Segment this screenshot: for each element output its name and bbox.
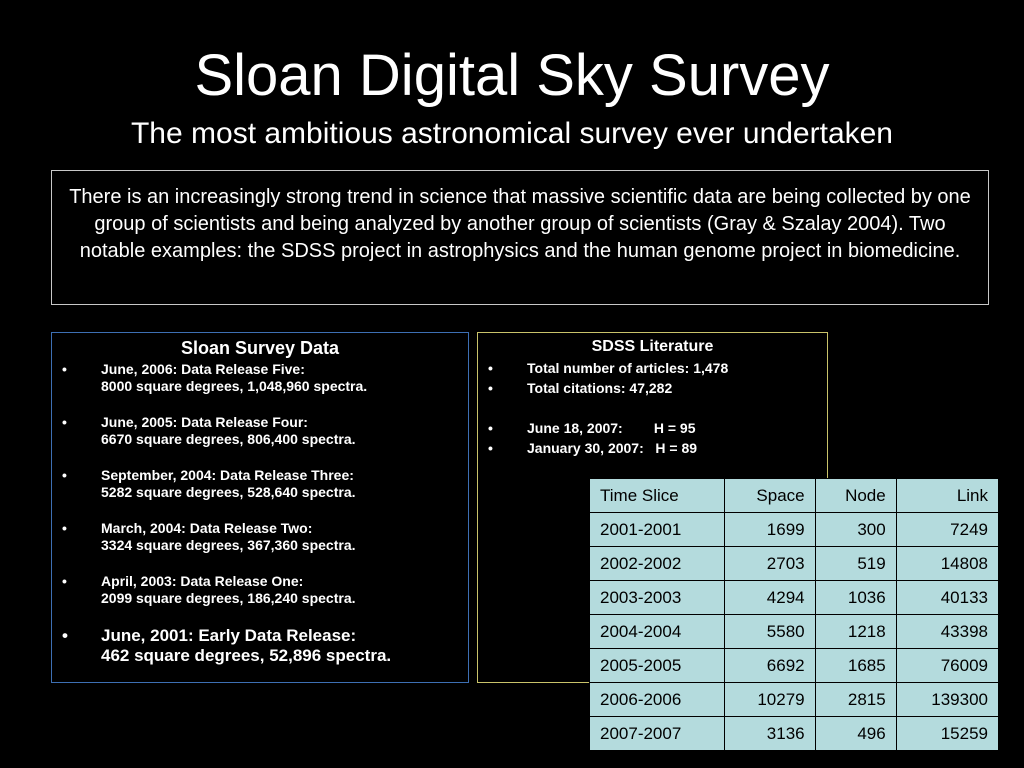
- release-list: • June, 2006: Data Release Five: 8000 sq…: [60, 361, 460, 666]
- table-row: 2002-2002 2703 519 14808: [589, 546, 1000, 581]
- release-date: June, 2006: Data Release Five:: [101, 361, 305, 377]
- table-cell: 14808: [895, 546, 1000, 581]
- list-item: • June, 2001: Early Data Release: 462 sq…: [60, 626, 460, 666]
- table-cell: 15259: [895, 716, 1000, 751]
- release-date: April, 2003: Data Release One:: [101, 573, 304, 589]
- slide-title: Sloan Digital Sky Survey: [194, 43, 830, 108]
- table-cell: 2002-2002: [589, 546, 725, 581]
- column-header: Link: [895, 478, 1000, 513]
- list-item: • September, 2004: Data Release Three: 5…: [60, 467, 460, 501]
- table-cell: 1699: [723, 512, 816, 547]
- release-date: September, 2004: Data Release Three:: [101, 467, 354, 483]
- bullet-icon: •: [62, 467, 67, 483]
- table-row: 2005-2005 6692 1685 76009: [589, 648, 1000, 683]
- literature-panel: SDSS Literature • Total number of articl…: [477, 332, 828, 683]
- column-header: Node: [814, 478, 897, 513]
- stats-table: Time Slice Space Node Link 2001-2001 169…: [589, 478, 1000, 751]
- table-cell: 7249: [895, 512, 1000, 547]
- slide-subtitle: The most ambitious astronomical survey e…: [130, 117, 893, 150]
- literature-item: Total number of articles: 1,478: [527, 360, 729, 376]
- table-cell: 43398: [895, 614, 1000, 649]
- table-cell: 3136: [723, 716, 816, 751]
- survey-data-heading: Sloan Survey Data: [180, 338, 340, 358]
- table-cell: 139300: [895, 682, 1000, 717]
- literature-item: January 30, 2007: H = 89: [527, 440, 698, 456]
- table-cell: 2005-2005: [589, 648, 725, 683]
- column-header: Space: [723, 478, 816, 513]
- table-cell: 5580: [723, 614, 816, 649]
- release-date: June, 2005: Data Release Four:: [101, 414, 308, 430]
- table-cell: 519: [814, 546, 897, 581]
- intro-text-box: There is an increasingly strong trend in…: [51, 170, 989, 305]
- literature-item: Total citations: 47,282: [527, 380, 673, 396]
- bullet-icon: •: [488, 440, 493, 456]
- literature-list: • Total number of articles: 1,478 • Tota…: [486, 358, 819, 458]
- table-cell: 1036: [814, 580, 897, 615]
- table-row: 2001-2001 1699 300 7249: [589, 512, 1000, 547]
- table-cell: 4294: [723, 580, 816, 615]
- list-item: • Total citations: 47,282: [486, 378, 819, 398]
- release-details: 8000 square degrees, 1,048,960 spectra.: [101, 378, 368, 394]
- bullet-icon: •: [488, 360, 493, 376]
- table-cell: 2003-2003: [589, 580, 725, 615]
- release-details: 2099 square degrees, 186,240 spectra.: [101, 590, 356, 606]
- table-header-row: Time Slice Space Node Link: [589, 478, 1000, 513]
- bullet-icon: •: [62, 626, 68, 645]
- table-row: 2007-2007 3136 496 15259: [589, 716, 1000, 751]
- bullet-icon: •: [62, 573, 67, 589]
- list-item: • April, 2003: Data Release One: 2099 sq…: [60, 573, 460, 607]
- list-item: • June 18, 2007: H = 95: [486, 418, 819, 438]
- literature-heading: SDSS Literature: [591, 338, 714, 355]
- list-item: • March, 2004: Data Release Two: 3324 sq…: [60, 520, 460, 554]
- release-details: 6670 square degrees, 806,400 spectra.: [101, 431, 356, 447]
- table-cell: 2001-2001: [589, 512, 725, 547]
- list-item: • June, 2006: Data Release Five: 8000 sq…: [60, 361, 460, 395]
- table-cell: 2004-2004: [589, 614, 725, 649]
- list-item: • June, 2005: Data Release Four: 6670 sq…: [60, 414, 460, 448]
- bullet-icon: •: [488, 380, 493, 396]
- column-header: Time Slice: [589, 478, 725, 513]
- bullet-icon: •: [62, 520, 67, 536]
- release-details: 5282 square degrees, 528,640 spectra.: [101, 484, 356, 500]
- table-cell: 40133: [895, 580, 1000, 615]
- table-cell: 1685: [814, 648, 897, 683]
- bullet-icon: •: [62, 361, 67, 377]
- literature-item: June 18, 2007: H = 95: [527, 420, 696, 436]
- table-cell: 76009: [895, 648, 1000, 683]
- release-date: March, 2004: Data Release Two:: [101, 520, 313, 536]
- table-cell: 300: [814, 512, 897, 547]
- bullet-icon: •: [488, 420, 493, 436]
- table-cell: 2815: [814, 682, 897, 717]
- table-cell: 2007-2007: [589, 716, 725, 751]
- table-cell: 2703: [723, 546, 816, 581]
- table-row: 2003-2003 4294 1036 40133: [589, 580, 1000, 615]
- bullet-icon: •: [62, 414, 67, 430]
- table-cell: 10279: [723, 682, 816, 717]
- table-row: 2006-2006 10279 2815 139300: [589, 682, 1000, 717]
- table-cell: 496: [814, 716, 897, 751]
- list-item: • January 30, 2007: H = 89: [486, 438, 819, 458]
- release-date: June, 2001: Early Data Release:: [101, 626, 357, 645]
- table-cell: 1218: [814, 614, 897, 649]
- survey-data-panel: Sloan Survey Data • June, 2006: Data Rel…: [51, 332, 469, 683]
- table-row: 2004-2004 5580 1218 43398: [589, 614, 1000, 649]
- release-details: 462 square degrees, 52,896 spectra.: [101, 646, 392, 665]
- table-cell: 6692: [723, 648, 816, 683]
- list-item: • Total number of articles: 1,478: [486, 358, 819, 378]
- release-details: 3324 square degrees, 367,360 spectra.: [101, 537, 356, 553]
- table-cell: 2006-2006: [589, 682, 725, 717]
